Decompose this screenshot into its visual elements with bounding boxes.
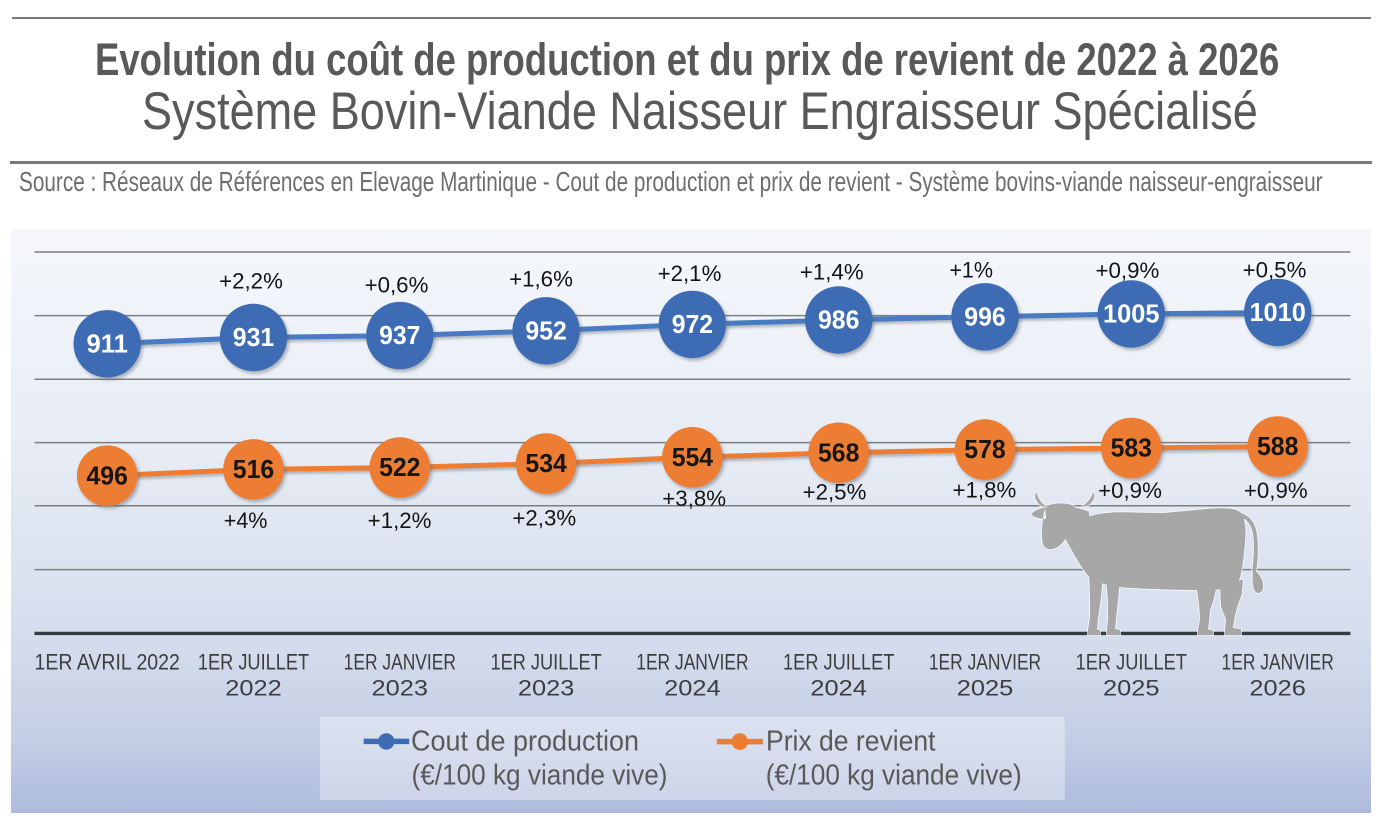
svg-text:1ER JANVIER: 1ER JANVIER [1222, 650, 1334, 675]
svg-text:+2,3%: +2,3% [512, 506, 576, 531]
svg-text:2024: 2024 [664, 676, 721, 701]
svg-text:583: 583 [1111, 433, 1152, 463]
svg-text:2025: 2025 [1103, 676, 1160, 701]
svg-text:911: 911 [86, 328, 127, 358]
svg-text:986: 986 [818, 305, 859, 335]
svg-text:496: 496 [86, 460, 127, 490]
svg-text:2024: 2024 [810, 676, 867, 701]
svg-text:+1%: +1% [949, 257, 993, 282]
svg-text:2025: 2025 [957, 676, 1014, 701]
svg-text:+2,5%: +2,5% [803, 480, 867, 505]
svg-text:568: 568 [818, 437, 859, 467]
svg-text:1ER AVRIL 2022: 1ER AVRIL 2022 [35, 650, 180, 675]
svg-text:516: 516 [233, 454, 274, 484]
svg-text:1ER JANVIER: 1ER JANVIER [929, 650, 1041, 675]
svg-text:2026: 2026 [1249, 676, 1306, 701]
svg-text:534: 534 [525, 448, 567, 478]
svg-text:2023: 2023 [372, 676, 429, 701]
svg-text:1010: 1010 [1249, 297, 1306, 327]
svg-text:+0,9%: +0,9% [1098, 478, 1162, 503]
svg-text:+0,6%: +0,6% [365, 272, 429, 297]
svg-text:1ER JUILLET: 1ER JUILLET [198, 650, 309, 675]
svg-text:(€/100 kg viande vive): (€/100 kg viande vive) [766, 760, 1022, 792]
svg-text:1ER JUILLET: 1ER JUILLET [490, 650, 601, 675]
svg-text:+2,1%: +2,1% [658, 261, 722, 286]
svg-text:Prix de revient: Prix de revient [766, 726, 936, 758]
svg-text:+1,8%: +1,8% [953, 477, 1017, 502]
svg-text:937: 937 [379, 320, 420, 350]
svg-text:+0,9%: +0,9% [1096, 258, 1160, 283]
svg-text:1ER JANVIER: 1ER JANVIER [636, 650, 748, 675]
svg-text:952: 952 [525, 315, 566, 345]
svg-text:522: 522 [379, 452, 420, 482]
svg-text:Cout de production: Cout de production [411, 726, 639, 758]
svg-text:1ER JANVIER: 1ER JANVIER [344, 650, 456, 675]
svg-text:+1,4%: +1,4% [800, 259, 864, 284]
svg-text:931: 931 [233, 322, 274, 352]
svg-text:+3,8%: +3,8% [662, 486, 726, 511]
svg-text:+2,2%: +2,2% [219, 269, 283, 294]
svg-text:+0,5%: +0,5% [1243, 257, 1307, 282]
svg-text:+1,6%: +1,6% [509, 266, 573, 291]
svg-text:(€/100 kg viande vive): (€/100 kg viande vive) [412, 760, 668, 792]
svg-text:1ER JUILLET: 1ER JUILLET [783, 650, 894, 675]
svg-text:588: 588 [1257, 431, 1298, 461]
svg-text:1005: 1005 [1103, 299, 1160, 329]
svg-text:554: 554 [672, 442, 714, 472]
svg-text:+1,2%: +1,2% [368, 508, 432, 533]
svg-text:2022: 2022 [225, 676, 282, 701]
svg-text:972: 972 [672, 309, 713, 339]
svg-text:1ER JUILLET: 1ER JUILLET [1076, 650, 1187, 675]
svg-text:+0,9%: +0,9% [1244, 478, 1308, 503]
svg-text:578: 578 [964, 434, 1005, 464]
svg-text:2023: 2023 [518, 676, 575, 701]
svg-text:996: 996 [964, 301, 1005, 331]
svg-text:+4%: +4% [224, 508, 268, 533]
